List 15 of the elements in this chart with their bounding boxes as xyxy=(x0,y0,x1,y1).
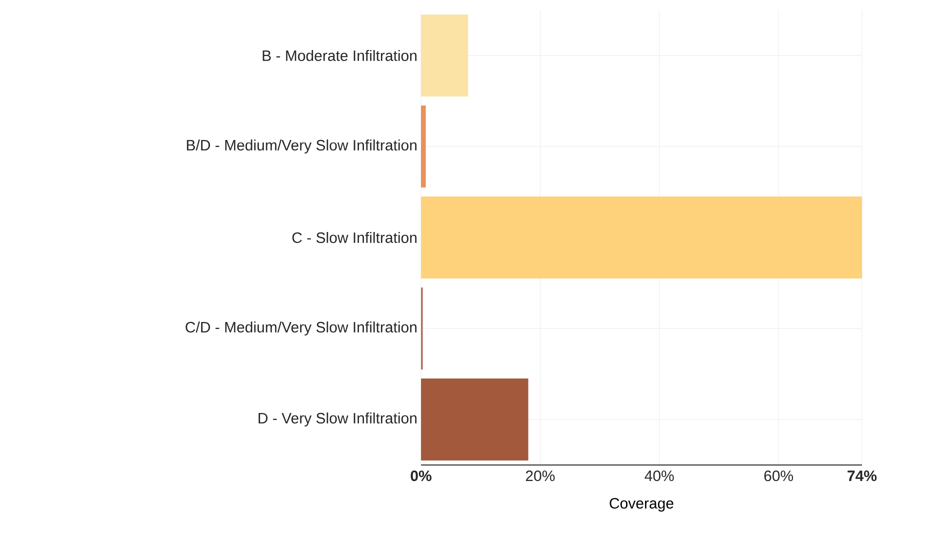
y-tick-label: B - Moderate Infiltration xyxy=(262,50,416,61)
bar xyxy=(421,14,468,96)
x-axis-title: Coverage xyxy=(610,498,674,512)
bar xyxy=(421,106,426,188)
x-tick-label: 40% xyxy=(644,470,674,482)
bar xyxy=(421,378,528,460)
y-tick-label: C/D - Medium/Very Slow Infiltration xyxy=(186,322,416,336)
y-tick-label: D - Very Slow Infiltration xyxy=(258,412,416,426)
y-tick-label: B/D - Medium/Very Slow Infiltration xyxy=(186,140,416,154)
x-tick-label: 60% xyxy=(764,470,794,482)
bar xyxy=(421,196,862,278)
x-tick-label: 0% xyxy=(410,470,432,482)
x-tick-label: 20% xyxy=(526,470,555,482)
y-tick-label: C - Slow Infiltration xyxy=(292,232,416,243)
x-tick-label: 74% xyxy=(848,470,877,482)
